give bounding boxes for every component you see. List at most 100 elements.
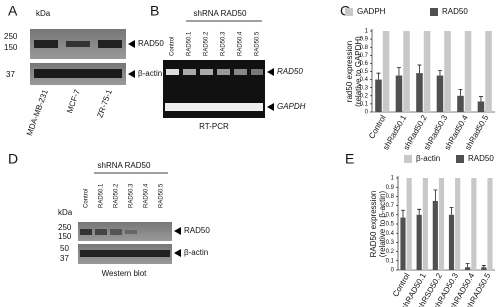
band bbox=[234, 69, 247, 75]
y-tick-label: 0.5 bbox=[386, 222, 395, 228]
error-bar bbox=[417, 64, 422, 74]
bar bbox=[457, 95, 464, 112]
marker: 250 bbox=[4, 32, 18, 41]
band-label: β-actin bbox=[184, 248, 208, 257]
bar bbox=[416, 214, 422, 270]
marker: 50 bbox=[60, 244, 69, 253]
arrow bbox=[174, 227, 181, 257]
panel-label: B bbox=[150, 3, 159, 19]
y-tick-label: 0.7 bbox=[360, 53, 369, 59]
bar bbox=[432, 201, 438, 270]
y-axis-label: rad50 expression bbox=[345, 41, 354, 102]
y-tick-label: 0.3 bbox=[386, 240, 395, 246]
bar bbox=[403, 31, 410, 112]
lane-label: RAD50.5 bbox=[159, 183, 165, 208]
band-label: RAD50 bbox=[277, 67, 303, 76]
y-tick-label: 0.5 bbox=[360, 69, 369, 75]
band bbox=[98, 40, 122, 48]
y-axis-label: RAD50 expression bbox=[369, 191, 378, 258]
marker: 37 bbox=[60, 254, 69, 263]
panel-label: D bbox=[8, 151, 18, 167]
bar bbox=[485, 31, 492, 112]
bar bbox=[465, 267, 471, 270]
band bbox=[66, 41, 90, 47]
bar bbox=[477, 101, 485, 112]
y-tick-label: 0.4 bbox=[386, 231, 395, 237]
band bbox=[80, 250, 170, 257]
y-tick-label: 0.9 bbox=[360, 37, 369, 43]
y-tick-label: 0.7 bbox=[386, 203, 395, 209]
band-label: GAPDH bbox=[277, 102, 306, 111]
bar bbox=[395, 75, 403, 112]
y-tick-label: 0.9 bbox=[386, 185, 395, 191]
error-bar bbox=[376, 72, 381, 80]
band bbox=[165, 103, 263, 111]
y-axis-label: (relative to β-actin) bbox=[378, 190, 387, 257]
band bbox=[200, 69, 213, 75]
band bbox=[110, 229, 122, 235]
marker: 37 bbox=[6, 70, 15, 79]
bar bbox=[436, 75, 444, 112]
legend-swatch bbox=[430, 8, 438, 16]
bar bbox=[416, 73, 423, 112]
y-tick-label: 0.2 bbox=[386, 249, 395, 255]
arrow bbox=[128, 40, 135, 78]
band bbox=[80, 229, 92, 235]
arrow bbox=[267, 68, 274, 111]
bar bbox=[406, 178, 412, 270]
band bbox=[95, 229, 107, 235]
group-label: shRNA RAD50 bbox=[194, 9, 247, 18]
error-bar bbox=[417, 208, 422, 215]
marker: 150 bbox=[58, 232, 72, 241]
lane-label: RAD50.3 bbox=[129, 183, 135, 208]
panel-label: A bbox=[8, 3, 18, 19]
lane-label: ZR-75-1 bbox=[95, 88, 114, 119]
error-bar bbox=[458, 88, 463, 96]
error-bar bbox=[481, 265, 486, 268]
lane-label: Control bbox=[84, 189, 90, 208]
y-tick-label: 1 bbox=[365, 29, 369, 35]
lane-label: RAD50.1 bbox=[187, 31, 193, 56]
lane-label: RAD50.2 bbox=[114, 183, 120, 208]
legend-label: GADPH bbox=[357, 7, 386, 16]
y-axis-label: (relative to GAPDH) bbox=[354, 36, 363, 107]
lane-label: MDA-MB-231 bbox=[25, 88, 50, 137]
band bbox=[251, 69, 263, 75]
error-bar bbox=[449, 207, 454, 215]
lane-label: RAD50.4 bbox=[238, 31, 244, 56]
bar bbox=[487, 178, 493, 270]
y-tick-label: 1 bbox=[391, 176, 395, 182]
error-bar bbox=[400, 209, 405, 218]
band bbox=[183, 69, 196, 75]
group-label: shRNA RAD50 bbox=[98, 161, 151, 170]
bar bbox=[464, 31, 472, 112]
y-tick-label: 0.4 bbox=[360, 77, 369, 83]
legend-label: β-actin bbox=[416, 154, 440, 163]
kda: kDa bbox=[36, 9, 51, 18]
band bbox=[125, 230, 137, 234]
bar bbox=[448, 214, 455, 270]
lane-label: RAD50.4 bbox=[144, 183, 150, 208]
y-tick-label: 0 bbox=[391, 268, 395, 274]
panel-label: E bbox=[345, 151, 354, 167]
marker: 150 bbox=[4, 43, 18, 52]
legend-swatch bbox=[404, 155, 412, 163]
bar bbox=[438, 178, 445, 270]
bar bbox=[422, 178, 428, 270]
error-bar bbox=[433, 189, 438, 201]
y-tick-label: 0.8 bbox=[360, 45, 369, 51]
band-label: β-actin bbox=[138, 69, 162, 78]
band bbox=[34, 69, 122, 78]
band-label: RAD50 bbox=[138, 39, 164, 48]
y-tick-label: 0.2 bbox=[360, 93, 369, 99]
error-bar bbox=[478, 96, 483, 102]
lane-label: MCF-7 bbox=[65, 88, 82, 115]
y-tick-label: 0.8 bbox=[386, 194, 395, 200]
lane-label: RAD50.3 bbox=[221, 31, 227, 56]
marker: 250 bbox=[58, 223, 72, 232]
bar bbox=[375, 79, 382, 112]
bar bbox=[471, 178, 477, 270]
error-bar bbox=[396, 67, 401, 76]
y-tick-label: 0.3 bbox=[360, 85, 369, 91]
